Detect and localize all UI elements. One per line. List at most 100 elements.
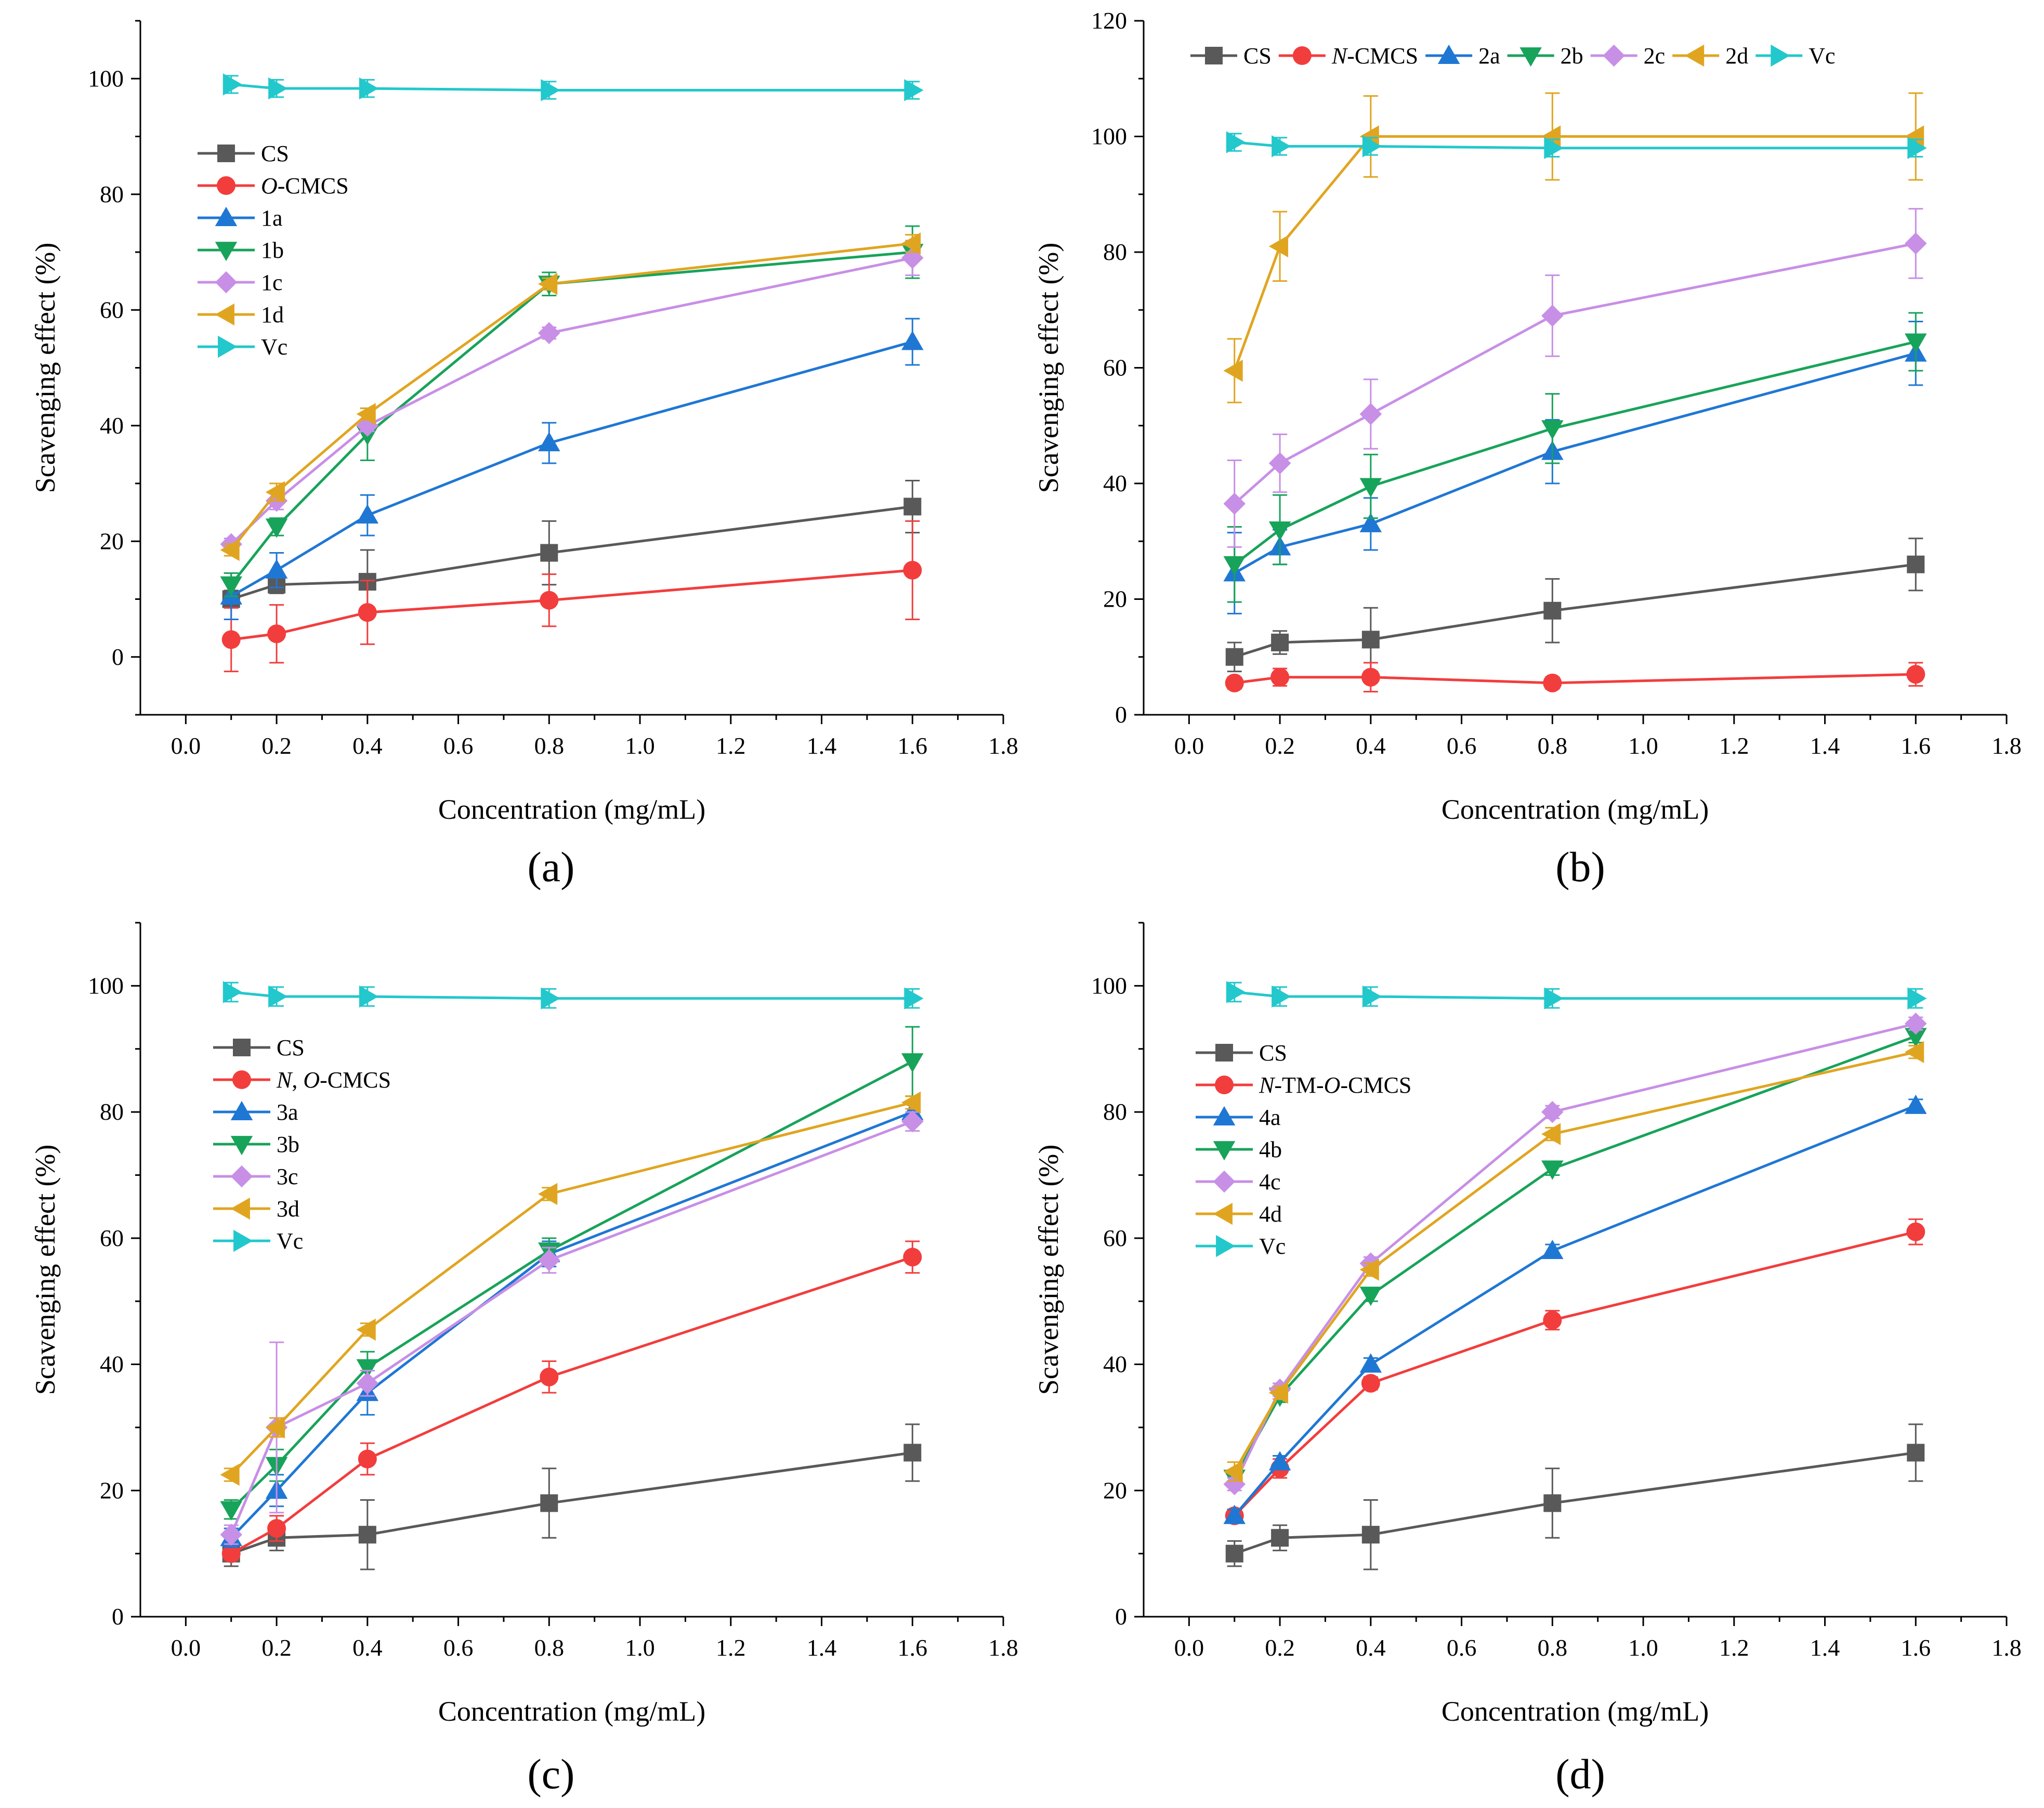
series-line: [1234, 563, 1916, 659]
x-tick-label: 1.2: [716, 732, 746, 759]
series-N-O-CMCS: [221, 1240, 922, 1563]
legend-label: N, O-CMCS: [276, 1067, 391, 1093]
legend-marker: [230, 1197, 250, 1220]
x-tick-label: 0.6: [1447, 732, 1477, 759]
data-point: [1359, 478, 1382, 497]
data-point: [904, 987, 924, 1010]
data-point: [356, 1318, 376, 1341]
x-tick-label: 1.4: [807, 1634, 837, 1661]
legend: CS N-CMCS 2a 2b 2c 2d Vc: [1190, 43, 1836, 69]
data-point: [1359, 1259, 1379, 1281]
chart-panel-d: 0.0 0.2 0.4 0.6 0.8 1.0 1.2 1.4 1.6 1.8 0 20 40 60 80 1…: [1033, 922, 2022, 1798]
y-axis-title: Scavenging effect (%): [1033, 1145, 1064, 1395]
x-tick-label: 1.2: [1719, 732, 1749, 759]
data-point: [1361, 1526, 1380, 1544]
data-point: [901, 1053, 924, 1073]
y-tick-label: 80: [1103, 1098, 1127, 1125]
legend-label: 3a: [277, 1099, 298, 1125]
data-point: [1907, 137, 1927, 159]
legend-marker: [1216, 1235, 1236, 1257]
series-Vc: [222, 73, 924, 101]
series-4d: [1223, 1041, 1924, 1483]
data-point: [540, 1494, 558, 1512]
series-CS: [1225, 538, 1925, 673]
legend-label: 2b: [1561, 43, 1583, 69]
x-tick-label: 0.2: [1265, 1634, 1295, 1661]
data-point: [220, 539, 240, 561]
data-point: [1541, 1123, 1561, 1145]
x-tick-label: 1.2: [1719, 1634, 1749, 1661]
legend-marker: [230, 1165, 253, 1188]
series-3b: [220, 1026, 924, 1521]
data-point: [901, 1110, 924, 1133]
data-point: [1272, 985, 1291, 1008]
legend-marker: [215, 271, 238, 294]
data-point: [1225, 673, 1244, 692]
data-point: [1543, 1311, 1562, 1330]
data-point: [540, 1367, 559, 1386]
y-tick-label: 60: [1103, 1225, 1127, 1251]
y-tick-label: 100: [88, 972, 124, 999]
data-point: [1271, 633, 1289, 651]
x-tick-label: 1.0: [625, 732, 655, 759]
legend: CS O-CMCS 1a 1b 1c 1d Vc: [198, 141, 349, 360]
series-3c: [220, 1110, 924, 1546]
data-point: [1544, 137, 1564, 159]
legend-marker: [233, 1229, 253, 1252]
data-point: [359, 77, 379, 100]
legend-label: Vc: [1259, 1234, 1286, 1259]
series-3d: [220, 1091, 921, 1486]
data-point: [358, 1526, 376, 1544]
x-axis-title: Concentration (mg/mL): [438, 1696, 705, 1727]
data-point: [1541, 1100, 1564, 1123]
panel-label: (b): [1555, 843, 1605, 890]
data-point: [1905, 1012, 1927, 1035]
legend-marker: [1603, 44, 1625, 67]
data-point: [268, 985, 288, 1008]
legend-label: 4a: [1259, 1105, 1281, 1130]
legend-label: Vc: [1809, 43, 1835, 69]
y-tick-label: 60: [100, 296, 124, 323]
data-point: [220, 1463, 240, 1486]
data-point: [1359, 1353, 1382, 1373]
series-line: [1234, 352, 1916, 574]
data-point: [1905, 333, 1927, 353]
data-point: [1905, 232, 1927, 255]
series-line: [230, 1110, 913, 1539]
legend-label: Vc: [277, 1228, 303, 1254]
legend-marker: [1771, 44, 1790, 67]
data-point: [358, 1449, 377, 1469]
legend-marker: [218, 335, 238, 358]
x-tick-label: 0.0: [171, 732, 201, 759]
series-line: [230, 242, 913, 551]
data-point: [1906, 1222, 1925, 1241]
data-point: [1271, 1529, 1289, 1547]
series-line: [1234, 340, 1916, 566]
x-tick-label: 1.6: [1901, 1634, 1931, 1661]
y-tick-label: 80: [1103, 239, 1127, 265]
series-3a: [220, 1100, 924, 1548]
y-axis-title: Scavenging effect (%): [1033, 243, 1064, 493]
series-line: [1234, 141, 1916, 150]
chart-panel-b: 0.0 0.2 0.4 0.6 0.8 1.0 1.2 1.4 1.6 1.8 0 20 40 60 80 1…: [1033, 7, 2022, 890]
data-point: [1226, 131, 1246, 153]
y-tick-label: 60: [1103, 355, 1127, 381]
x-tick-label: 0.6: [1447, 1634, 1477, 1661]
data-point: [1905, 1028, 1927, 1047]
data-point: [1541, 420, 1564, 440]
x-tick-label: 1.6: [898, 732, 928, 759]
legend-marker: [232, 1070, 251, 1089]
legend: CS N-TM-O-CMCS 4a 4b 4c 4d Vc: [1196, 1040, 1411, 1259]
data-point: [541, 79, 560, 101]
x-tick-label: 1.0: [625, 1634, 655, 1661]
legend-marker: [217, 145, 235, 162]
y-tick-label: 40: [1103, 1351, 1127, 1378]
data-point: [1543, 601, 1562, 620]
panel-label: (d): [1555, 1750, 1605, 1798]
chart-panel-c: 0.0 0.2 0.4 0.6 0.8 1.0 1.2 1.4 1.6 1.8 0 20 40 60 80 1…: [30, 922, 1018, 1798]
data-point: [1362, 985, 1382, 1008]
data-point: [1907, 555, 1925, 573]
data-point: [1907, 1444, 1925, 1462]
data-point: [1905, 125, 1924, 148]
y-tick-label: 0: [112, 644, 124, 670]
